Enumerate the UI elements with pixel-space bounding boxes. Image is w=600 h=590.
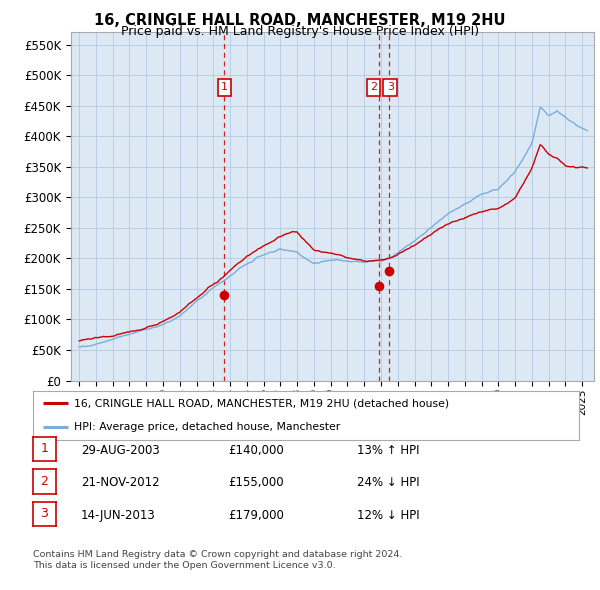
Text: £179,000: £179,000 (228, 509, 284, 522)
Text: £155,000: £155,000 (228, 476, 284, 489)
Text: Contains HM Land Registry data © Crown copyright and database right 2024.: Contains HM Land Registry data © Crown c… (33, 550, 403, 559)
Text: 1: 1 (221, 83, 228, 93)
Text: 13% ↑ HPI: 13% ↑ HPI (357, 444, 419, 457)
Text: 16, CRINGLE HALL ROAD, MANCHESTER, M19 2HU: 16, CRINGLE HALL ROAD, MANCHESTER, M19 2… (94, 13, 506, 28)
Text: Price paid vs. HM Land Registry's House Price Index (HPI): Price paid vs. HM Land Registry's House … (121, 25, 479, 38)
Text: 3: 3 (387, 83, 394, 93)
Text: 12% ↓ HPI: 12% ↓ HPI (357, 509, 419, 522)
Text: 2: 2 (370, 83, 377, 93)
Text: This data is licensed under the Open Government Licence v3.0.: This data is licensed under the Open Gov… (33, 561, 335, 570)
Text: 24% ↓ HPI: 24% ↓ HPI (357, 476, 419, 489)
Text: 1: 1 (40, 442, 49, 455)
Text: HPI: Average price, detached house, Manchester: HPI: Average price, detached house, Manc… (74, 422, 340, 432)
Text: 29-AUG-2003: 29-AUG-2003 (81, 444, 160, 457)
Text: 2: 2 (40, 475, 49, 488)
Text: 3: 3 (40, 507, 49, 520)
Text: 16, CRINGLE HALL ROAD, MANCHESTER, M19 2HU (detached house): 16, CRINGLE HALL ROAD, MANCHESTER, M19 2… (74, 398, 449, 408)
Text: 21-NOV-2012: 21-NOV-2012 (81, 476, 160, 489)
Text: 14-JUN-2013: 14-JUN-2013 (81, 509, 156, 522)
Text: £140,000: £140,000 (228, 444, 284, 457)
